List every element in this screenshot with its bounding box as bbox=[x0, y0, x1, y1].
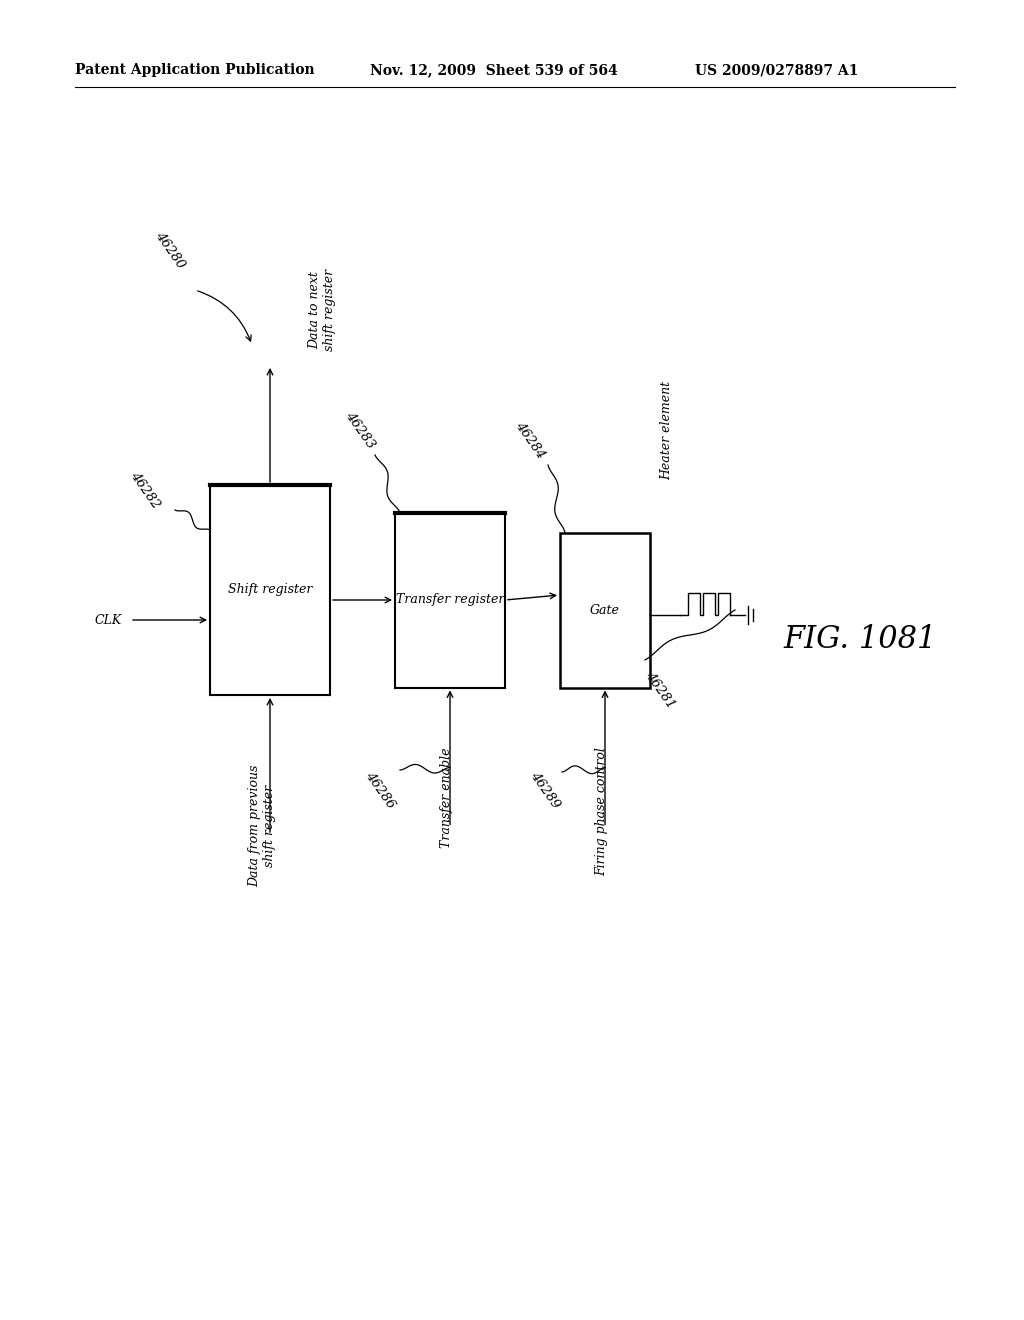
Text: 46284: 46284 bbox=[513, 420, 548, 461]
Text: 46281: 46281 bbox=[643, 669, 677, 711]
Text: Data from previous
shift register: Data from previous shift register bbox=[248, 766, 276, 887]
Bar bbox=[560, 532, 650, 688]
Bar bbox=[210, 484, 330, 696]
Text: US 2009/0278897 A1: US 2009/0278897 A1 bbox=[695, 63, 858, 77]
Text: 46280: 46280 bbox=[153, 230, 187, 271]
Text: Transfer enable: Transfer enable bbox=[440, 747, 453, 847]
Text: CLK: CLK bbox=[95, 614, 122, 627]
Bar bbox=[395, 512, 505, 688]
Text: Firing phase control: Firing phase control bbox=[595, 747, 608, 876]
Text: Data to next
shift register: Data to next shift register bbox=[308, 269, 336, 351]
Text: Gate: Gate bbox=[590, 603, 620, 616]
Text: Shift register: Shift register bbox=[227, 583, 312, 597]
Text: 46282: 46282 bbox=[128, 469, 163, 511]
Text: 46289: 46289 bbox=[527, 770, 562, 810]
Text: Transfer register: Transfer register bbox=[396, 594, 504, 606]
Text: 46286: 46286 bbox=[362, 770, 397, 810]
Text: Nov. 12, 2009  Sheet 539 of 564: Nov. 12, 2009 Sheet 539 of 564 bbox=[370, 63, 617, 77]
Text: Patent Application Publication: Patent Application Publication bbox=[75, 63, 314, 77]
Text: 46283: 46283 bbox=[343, 409, 377, 451]
Text: FIG. 1081: FIG. 1081 bbox=[783, 624, 937, 656]
Text: Heater element: Heater element bbox=[660, 381, 673, 480]
